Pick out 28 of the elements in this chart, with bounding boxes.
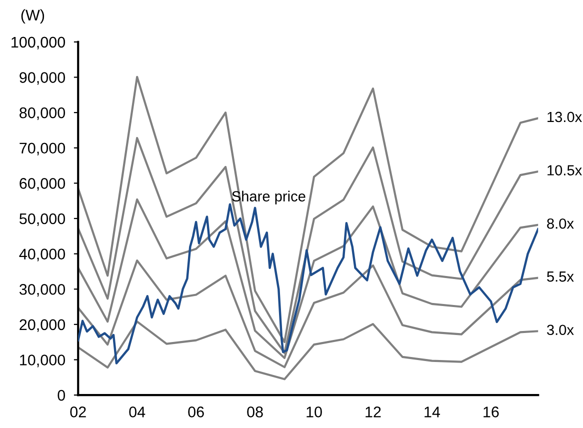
- series-label: 10.5x: [548, 165, 582, 176]
- y-tick-label: 70,000: [20, 142, 66, 156]
- y-tick-label: 30,000: [19, 284, 66, 297]
- y-tick-label: 20,000: [20, 319, 66, 332]
- y-tick-label: 40,000: [19, 248, 66, 262]
- series-label: Share price: [232, 190, 306, 204]
- series-label: 13.0x: [548, 112, 582, 122]
- y-axis-title: (W): [21, 9, 44, 24]
- x-tick-label: 16: [484, 406, 499, 418]
- series-label: 5.5x: [547, 272, 574, 282]
- x-tick-label: 12: [366, 406, 381, 418]
- x-tick-label: 10: [306, 406, 322, 418]
- y-tick-label: 90,000: [20, 72, 66, 85]
- y-tick-label: 50,000: [20, 213, 66, 226]
- x-tick-label: 14: [424, 406, 440, 418]
- y-tick-label: 0: [58, 390, 66, 401]
- y-tick-label: 10,000: [20, 354, 66, 368]
- y-tick-label: 100,000: [12, 36, 66, 50]
- line-series: [78, 320, 538, 380]
- x-tick-label: 02: [70, 406, 86, 418]
- x-tick-label: 08: [247, 406, 263, 418]
- series-label: 3.0x: [547, 324, 574, 336]
- x-tick-label: 04: [129, 406, 146, 418]
- y-tick-label: 80,000: [20, 107, 66, 120]
- line-series: [78, 259, 538, 368]
- x-tick-label: 06: [188, 406, 204, 418]
- series-label: 8.0x: [547, 218, 574, 229]
- y-tick-label: 60,000: [20, 178, 66, 191]
